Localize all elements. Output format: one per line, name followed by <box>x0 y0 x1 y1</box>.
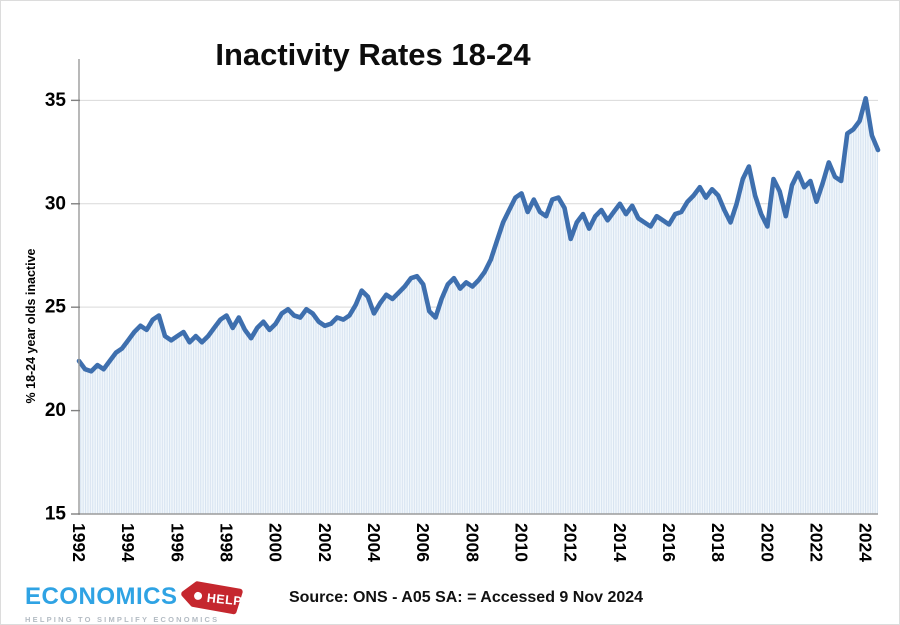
x-tick-label-2004: 2004 <box>364 523 384 562</box>
logo-brand: ECONOMICS <box>25 583 178 610</box>
data-line <box>76 96 881 374</box>
logo-tagline: HELPING TO SIMPLIFY ECONOMICS <box>25 615 220 624</box>
x-tick-label-1996: 1996 <box>167 523 187 562</box>
x-tick-label-2016: 2016 <box>659 523 679 562</box>
x-tick-label-1994: 1994 <box>118 523 138 562</box>
x-tick-label-2010: 2010 <box>512 523 532 562</box>
area-fill <box>79 98 878 515</box>
x-tick-label-2008: 2008 <box>462 523 482 562</box>
x-tick-label-2002: 2002 <box>315 523 335 562</box>
x-tick-label-2006: 2006 <box>413 523 433 562</box>
x-tick-label-1998: 1998 <box>217 523 237 562</box>
source-note: Source: ONS - A05 SA: = Accessed 9 Nov 2… <box>288 589 644 606</box>
y-axis-title: % 18-24 year olds inactive <box>24 248 38 404</box>
x-tick-label-2014: 2014 <box>610 523 630 562</box>
tag-hole <box>193 591 202 600</box>
x-tick-label-2020: 2020 <box>757 523 777 562</box>
y-tick-label-35: 35 <box>45 90 67 111</box>
x-tick-label-2018: 2018 <box>708 523 728 562</box>
x-tick-label-2022: 2022 <box>807 523 827 562</box>
chart-title: Inactivity Rates 18-24 <box>215 37 531 72</box>
economics-help-logo: ECONOMICS HELP HELPING TO SIMPLIFY ECONO… <box>25 581 245 624</box>
y-tick-label-25: 25 <box>45 297 67 318</box>
tag-shape <box>180 581 243 615</box>
y-tick-label-15: 15 <box>45 504 67 525</box>
x-tick-label-2012: 2012 <box>561 523 581 562</box>
logo-row: ECONOMICS HELP <box>25 581 245 615</box>
tag-label: HELP <box>206 591 243 609</box>
y-tick-label-20: 20 <box>45 400 66 421</box>
help-tag-icon: HELP <box>180 581 243 615</box>
x-tick-label-2024: 2024 <box>856 523 876 562</box>
y-tick-label-30: 30 <box>45 193 66 214</box>
x-tick-label-2000: 2000 <box>266 523 286 562</box>
x-tick-label-1992: 1992 <box>69 523 89 562</box>
